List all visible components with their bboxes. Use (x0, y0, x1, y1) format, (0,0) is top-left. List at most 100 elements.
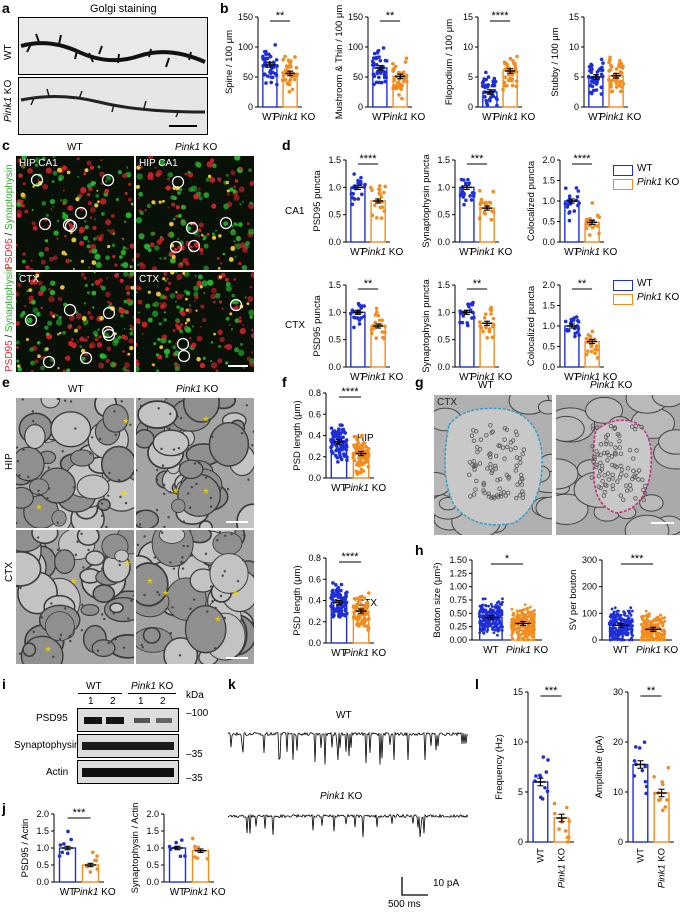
coloc-punctum (107, 244, 111, 249)
punctum (233, 194, 240, 201)
vesicle (165, 607, 168, 611)
data-point (644, 624, 648, 628)
punctum (28, 295, 34, 302)
data-point (627, 623, 631, 627)
data-point (510, 622, 514, 625)
punctum (122, 246, 127, 250)
data-point (525, 627, 529, 631)
data-point (340, 600, 345, 605)
data-point (640, 615, 643, 618)
data-point (512, 613, 516, 617)
vesicle (189, 607, 192, 610)
data-point (654, 630, 658, 634)
punctum (83, 172, 87, 176)
data-point (639, 623, 643, 626)
data-point (485, 615, 489, 619)
punctum (34, 359, 39, 364)
data-point (479, 606, 483, 610)
punctum (167, 171, 174, 178)
data-point (644, 632, 647, 636)
data-point (587, 217, 591, 222)
data-point (612, 610, 616, 614)
punctum (93, 181, 97, 185)
data-point (521, 611, 524, 615)
synaptic-vesicle (489, 470, 494, 475)
punctum (153, 302, 155, 305)
data-point (627, 620, 630, 623)
data-point (507, 69, 511, 73)
data-point (621, 619, 624, 623)
data-point (532, 616, 536, 620)
data-point (485, 619, 489, 622)
vesicle (30, 654, 34, 657)
data-point (589, 66, 594, 70)
data-point (625, 621, 629, 625)
data-point (513, 63, 517, 67)
data-point (499, 624, 503, 627)
data-point (490, 614, 494, 618)
data-point (510, 625, 513, 628)
data-point (530, 635, 534, 639)
data-point (661, 623, 665, 627)
data-point (591, 88, 596, 93)
data-point (563, 319, 568, 324)
punctum (56, 237, 59, 240)
data-point (286, 65, 290, 70)
data-point (659, 613, 663, 617)
data-point (378, 323, 383, 327)
sig-label: ** (473, 278, 482, 290)
data-point (482, 85, 487, 89)
punctum (16, 300, 18, 303)
data-point (517, 620, 521, 624)
data-point (609, 638, 613, 642)
punctum (89, 206, 96, 213)
synaptic-vesicle (481, 488, 486, 493)
punctum (163, 272, 168, 275)
data-point (538, 773, 542, 778)
data-point (610, 628, 614, 632)
membrane-profile (51, 509, 67, 527)
data-point (485, 204, 489, 209)
data-point (609, 619, 612, 623)
data-point (364, 618, 368, 623)
data-point (366, 626, 371, 630)
data-point (265, 56, 270, 61)
category-label: Pink1 KO (361, 247, 403, 258)
data-point (487, 614, 491, 618)
bar-wt (459, 311, 475, 368)
data-point (362, 616, 367, 621)
data-point (506, 65, 510, 70)
vesicle (155, 508, 159, 512)
data-point (591, 78, 596, 82)
punctum (238, 261, 242, 266)
data-point (645, 632, 649, 636)
data-point (647, 638, 651, 642)
data-point (351, 453, 356, 457)
data-point (334, 593, 339, 597)
data-point (651, 624, 655, 628)
data-point (336, 590, 341, 595)
data-point (622, 630, 626, 633)
data-point (531, 628, 535, 632)
data-point (521, 631, 525, 635)
data-point (619, 621, 623, 625)
data-point (375, 199, 380, 204)
data-point (470, 316, 474, 320)
category-label: WT (535, 848, 546, 863)
y-tick-label: 0.0 (328, 362, 341, 372)
data-point (493, 605, 497, 609)
punctum (238, 186, 245, 193)
punctum (211, 163, 217, 169)
data-point (656, 791, 661, 795)
punctum (79, 336, 85, 342)
y-axis-label: PSD length (μm) (292, 400, 303, 470)
data-point (489, 609, 493, 613)
data-point (629, 623, 632, 626)
vesicle (22, 448, 25, 452)
synaptic-vesicle (477, 461, 483, 466)
data-point (374, 336, 379, 340)
data-point (192, 855, 197, 859)
punctum (239, 242, 246, 249)
data-point (336, 595, 341, 600)
